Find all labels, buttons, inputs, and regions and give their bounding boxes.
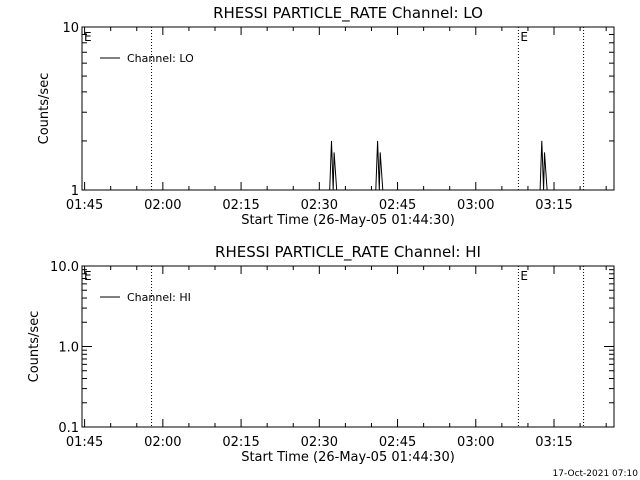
- x-tick-label: 02:00: [144, 198, 181, 213]
- x-tick-label: 02:15: [222, 198, 259, 213]
- chart-title: RHESSI PARTICLE_RATE Channel: LO: [213, 4, 483, 23]
- legend-label: Channel: LO: [127, 52, 194, 65]
- x-tick-label: 02:45: [379, 198, 416, 213]
- y-tick-label: 10: [62, 21, 79, 36]
- y-tick-label: 10.0: [50, 260, 79, 275]
- y-axis-label: Counts/sec: [27, 311, 42, 383]
- y-tick-label: 1: [71, 184, 79, 199]
- series-line: [82, 140, 594, 191]
- event-marker-label: E: [520, 30, 528, 44]
- x-tick-label: 02:30: [301, 435, 338, 450]
- x-tick-label: 02:30: [301, 198, 338, 213]
- event-marker-label: E: [84, 269, 92, 283]
- x-tick-label: 02:15: [222, 435, 259, 450]
- event-marker-label: E: [520, 269, 528, 283]
- y-axis-label: Counts/sec: [37, 73, 52, 145]
- timestamp: 17-Oct-2021 07:10: [553, 469, 639, 479]
- y-tick-label: 1.0: [58, 341, 79, 356]
- x-tick-label: 03:00: [457, 435, 494, 450]
- x-tick-label: 02:00: [144, 435, 181, 450]
- y-tick-label: 0.1: [58, 421, 79, 436]
- x-axis-label: Start Time (26-May-05 01:44:30): [241, 213, 455, 228]
- x-tick-label: 03:00: [457, 198, 494, 213]
- event-marker-label: E: [84, 30, 92, 44]
- chart-1: RHESSI PARTICLE_RATE Channel: HI 01:45 02:…: [27, 243, 615, 465]
- x-tick-label: 03:15: [535, 435, 572, 450]
- x-tick-label: 03:15: [535, 198, 572, 213]
- x-tick-label: 01:45: [66, 435, 103, 450]
- legend-label: Channel: HI: [127, 291, 191, 304]
- chart-0: RHESSI PARTICLE_RATE Channel: LO 01:45 02:…: [37, 4, 615, 228]
- chart-title: RHESSI PARTICLE_RATE Channel: HI: [215, 243, 481, 262]
- x-axis-label: Start Time (26-May-05 01:44:30): [241, 450, 455, 465]
- x-tick-label: 01:45: [66, 198, 103, 213]
- x-tick-label: 02:45: [379, 435, 416, 450]
